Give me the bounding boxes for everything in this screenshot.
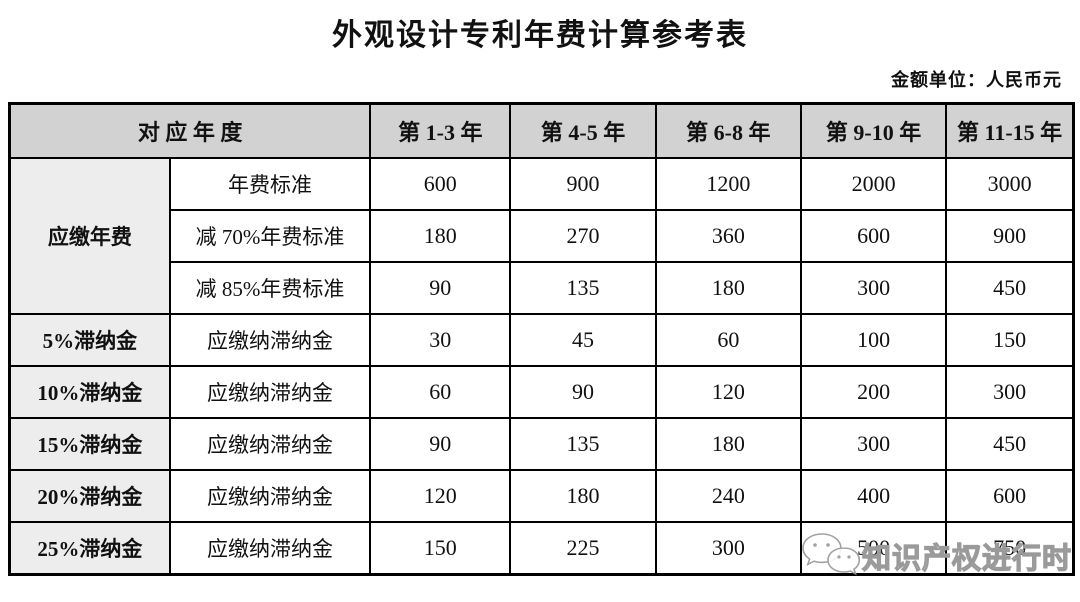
fee-value: 3000 xyxy=(945,157,1075,211)
fee-value: 150 xyxy=(369,521,512,575)
header-cell-year-6-8: 第 6-8 年 xyxy=(654,102,802,159)
fee-value: 60 xyxy=(654,313,802,367)
fee-value: 750 xyxy=(945,521,1075,575)
row-label: 应缴纳滞纳金 xyxy=(168,313,372,367)
fee-value: 500 xyxy=(799,521,948,575)
currency-unit-note: 金额单位：人民币元 xyxy=(891,70,1062,90)
fee-value: 150 xyxy=(945,313,1075,367)
table-row: 15%滞纳金 应缴纳滞纳金 90 135 180 300 450 xyxy=(8,417,1075,471)
fee-value: 900 xyxy=(945,209,1075,263)
fee-value: 300 xyxy=(945,365,1075,419)
row-label: 减 85%年费标准 xyxy=(168,261,372,315)
group-cell-late-fee-15: 15%滞纳金 xyxy=(8,417,171,471)
group-cell-due-annual-fee: 应缴年费 xyxy=(8,157,171,315)
fee-value: 600 xyxy=(945,469,1075,523)
row-label: 应缴纳滞纳金 xyxy=(168,417,372,471)
fee-value: 300 xyxy=(799,261,948,315)
fee-value: 270 xyxy=(509,209,657,263)
fee-value: 90 xyxy=(509,365,657,419)
header-cell-year-11-15: 第 11-15 年 xyxy=(945,102,1075,159)
fee-value: 225 xyxy=(509,521,657,575)
annual-fee-table: 对 应 年 度 第 1-3 年 第 4-5 年 第 6-8 年 第 9-10 年… xyxy=(8,102,1075,576)
fee-value: 240 xyxy=(654,469,802,523)
fee-value: 120 xyxy=(369,469,512,523)
fee-value: 90 xyxy=(369,417,512,471)
fee-value: 30 xyxy=(369,313,512,367)
fee-value: 360 xyxy=(654,209,802,263)
fee-value: 135 xyxy=(509,261,657,315)
row-label: 年费标准 xyxy=(168,157,372,211)
fee-value: 60 xyxy=(369,365,512,419)
fee-value: 100 xyxy=(799,313,948,367)
fee-value: 180 xyxy=(654,417,802,471)
fee-value: 135 xyxy=(509,417,657,471)
row-label: 减 70%年费标准 xyxy=(168,209,372,263)
row-label: 应缴纳滞纳金 xyxy=(168,469,372,523)
group-cell-late-fee-20: 20%滞纳金 xyxy=(8,469,171,523)
fee-value: 600 xyxy=(799,209,948,263)
fee-value: 400 xyxy=(799,469,948,523)
page-title: 外观设计专利年费计算参考表 xyxy=(332,19,748,52)
fee-value: 600 xyxy=(369,157,512,211)
fee-value: 180 xyxy=(654,261,802,315)
fee-value: 180 xyxy=(369,209,512,263)
fee-value: 300 xyxy=(654,521,802,575)
fee-value: 120 xyxy=(654,365,802,419)
group-cell-late-fee-25: 25%滞纳金 xyxy=(8,521,171,575)
table-row: 20%滞纳金 应缴纳滞纳金 120 180 240 400 600 xyxy=(8,469,1075,523)
group-cell-late-fee-5: 5%滞纳金 xyxy=(8,313,171,367)
header-cell-year-9-10: 第 9-10 年 xyxy=(799,102,948,159)
row-label: 应缴纳滞纳金 xyxy=(168,521,372,575)
group-cell-late-fee-10: 10%滞纳金 xyxy=(8,365,171,419)
table-row: 减 70%年费标准 180 270 360 600 900 xyxy=(10,209,1075,263)
fee-value: 180 xyxy=(509,469,657,523)
row-label: 应缴纳滞纳金 xyxy=(168,365,372,419)
header-cell-year-4-5: 第 4-5 年 xyxy=(509,102,657,159)
fee-value: 450 xyxy=(945,261,1075,315)
table-row: 减 85%年费标准 90 135 180 300 450 xyxy=(10,261,1075,315)
fee-value: 300 xyxy=(799,417,948,471)
fee-value: 200 xyxy=(799,365,948,419)
fee-value: 1200 xyxy=(654,157,802,211)
header-cell-year-1-3: 第 1-3 年 xyxy=(369,102,512,159)
fee-value: 45 xyxy=(509,313,657,367)
fee-value: 450 xyxy=(945,417,1075,471)
header-cell-year-range: 对 应 年 度 xyxy=(8,102,372,159)
table-header-row: 对 应 年 度 第 1-3 年 第 4-5 年 第 6-8 年 第 9-10 年… xyxy=(8,102,1075,159)
table-row: 25%滞纳金 应缴纳滞纳金 150 225 300 500 750 xyxy=(8,521,1075,575)
table-row: 5%滞纳金 应缴纳滞纳金 30 45 60 100 150 xyxy=(8,313,1075,367)
fee-value: 90 xyxy=(369,261,512,315)
table-row: 10%滞纳金 应缴纳滞纳金 60 90 120 200 300 xyxy=(8,365,1075,419)
table-row: 应缴年费 年费标准 600 900 1200 2000 3000 xyxy=(8,157,1075,315)
fee-value: 900 xyxy=(509,157,657,211)
fee-value: 2000 xyxy=(799,157,948,211)
